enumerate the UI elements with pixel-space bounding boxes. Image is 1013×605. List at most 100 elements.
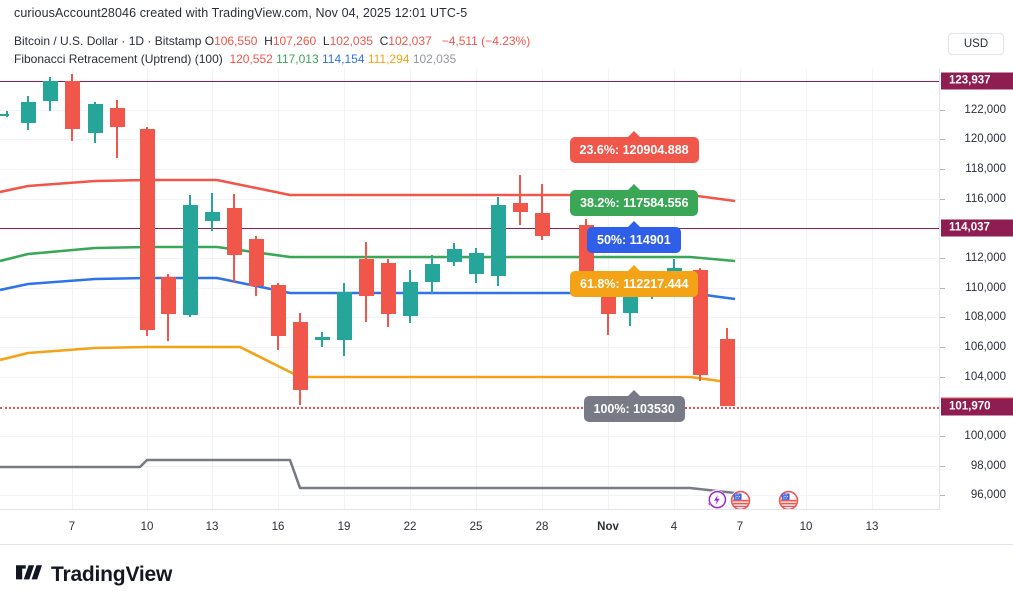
time-axis-tick: 10 (140, 521, 154, 533)
price-axis-tick: 100,000 (964, 429, 1006, 442)
fib-382-text: 38.2%: 117584.556 (580, 196, 689, 210)
legend-symbol-label[interactable]: Bitcoin / U.S. Dollar · 1D · Bitstamp (14, 34, 202, 48)
price-axis[interactable]: 96,000 98,000 100,000 104,000 106,000 108,000… (939, 68, 1013, 510)
price-axis-tick-mark (940, 168, 945, 170)
time-axis-tick: 22 (403, 521, 417, 533)
candle-wick (519, 174, 521, 226)
time-axis-tick: 7 (736, 521, 744, 533)
sparkle-lightning-icon (707, 490, 727, 509)
chart-plot-area[interactable]: 23.6%: 120904.888 38.2%: 117584.556 50%: 1… (0, 68, 939, 510)
price-axis-tick-mark (940, 257, 945, 259)
legend-low-label: L (322, 34, 330, 48)
fib-100-label[interactable]: 100%: 103530 (583, 390, 685, 422)
fib-382-label[interactable]: 38.2%: 117584.556 (570, 184, 699, 216)
fib-50-label[interactable]: 50%: 114901 (587, 221, 681, 253)
legend-symbol-row: Bitcoin / U.S. Dollar · 1D · Bitstamp O1… (14, 33, 530, 49)
price-axis-tick-mark (940, 376, 945, 378)
gridline-vertical (542, 68, 543, 509)
legend-high-label: H (264, 34, 273, 48)
legend-indicator-name[interactable]: Fibonacci Retracement (Uptrend) (100) (14, 52, 223, 66)
candle-body-down (226, 208, 242, 255)
price-axis-tick-mark (940, 139, 945, 141)
candle-body-down (160, 277, 176, 315)
legend-close-value: 102,037 (388, 34, 432, 48)
time-axis-tick: 25 (469, 521, 483, 533)
candle-body-up (314, 336, 330, 341)
time-axis-tick: 13 (865, 521, 879, 533)
price-axis-pill-123937[interactable]: 123,937 (941, 72, 1013, 90)
legend-low-value: 102,035 (329, 34, 373, 48)
price-level-line-114037 (0, 227, 939, 229)
price-axis-tick: 96,000 (970, 489, 1006, 502)
price-axis-tick: 118,000 (965, 162, 1006, 175)
price-axis-tick: 98,000 (970, 459, 1006, 472)
gridline-horizontal (0, 139, 939, 141)
tradingview-wordmark: TradingView (51, 563, 173, 586)
candle-body-down (292, 321, 308, 390)
price-axis-tick: 106,000 (964, 340, 1006, 353)
fib-line-100 (0, 458, 736, 495)
price-axis-tick-mark (940, 495, 945, 497)
time-axis-tick: 13 (205, 521, 219, 533)
gridline-vertical (72, 68, 73, 509)
gridline-horizontal (0, 168, 939, 170)
candle-body-up (0, 114, 9, 116)
fib-line-61-8 (0, 345, 736, 385)
price-axis-pill-114037[interactable]: 114,037 (941, 219, 1013, 237)
legend-indicator-value-2: 117,013 (276, 52, 319, 66)
gridline-horizontal (0, 495, 939, 497)
time-axis-tick: 16 (271, 521, 285, 533)
footer-bar: TradingView (0, 545, 1013, 605)
label-pointer-icon (627, 390, 642, 397)
marker-us-flag-2[interactable] (778, 490, 799, 509)
candle-body-up (87, 104, 103, 134)
candle-body-down (380, 263, 396, 315)
marker-sparkle-lightning[interactable] (706, 490, 727, 509)
gridline-vertical (740, 68, 741, 509)
time-axis-tick: 10 (799, 521, 813, 533)
price-axis-tick: 120,000 (964, 133, 1006, 146)
label-pointer-icon (627, 265, 642, 272)
legend-indicator-value-4: 111,294 (367, 52, 410, 66)
time-axis-tick: 19 (337, 521, 351, 533)
candle-body-down (512, 203, 528, 212)
attribution-text: curiousAccount28046 created with Trading… (14, 6, 468, 20)
label-pointer-icon (626, 221, 641, 228)
price-axis-pill-101970[interactable]: 101,970 (941, 398, 1013, 416)
candle-wick (6, 111, 8, 117)
gridline-horizontal (0, 346, 939, 348)
price-axis-tick-mark (940, 287, 945, 289)
gridline-horizontal (0, 109, 939, 111)
price-axis-tick: 104,000 (964, 370, 1006, 383)
time-axis[interactable]: 7 10 13 16 19 22 25 28 Nov 4 7 10 13 (0, 510, 1013, 545)
currency-selector[interactable]: USD (948, 33, 1004, 55)
fib-618-label[interactable]: 61.8%: 112217.444 (570, 265, 699, 297)
price-axis-tick: 108,000 (964, 311, 1006, 324)
legend-indicator-value-3: 114,154 (322, 52, 365, 66)
marker-us-flag-1[interactable] (730, 490, 751, 509)
legend-close-label: C (379, 34, 389, 48)
gridline-vertical (212, 68, 213, 509)
price-level-line-123937 (0, 80, 939, 82)
candle-body-up (424, 263, 440, 283)
candle-body-down (248, 238, 264, 287)
price-axis-tick-mark (940, 317, 945, 319)
candle-body-up (42, 81, 58, 102)
legend-indicator-value-1: 120,552 (229, 52, 273, 66)
price-axis-tick-mark (940, 109, 945, 111)
price-axis-tick: 116,000 (965, 192, 1006, 205)
chart-legend: Bitcoin / U.S. Dollar · 1D · Bitstamp O1… (14, 33, 530, 67)
candle-body-down (270, 284, 286, 337)
gridline-horizontal (0, 317, 939, 319)
price-axis-tick-mark (940, 465, 945, 467)
fib-line-38-2 (0, 245, 736, 263)
time-axis-tick: 7 (68, 521, 76, 533)
candle-body-up (490, 204, 506, 276)
candle-body-down (109, 108, 125, 127)
price-axis-tick: 110,000 (965, 281, 1006, 294)
price-axis-tick-mark (940, 198, 945, 200)
legend-high-value: 107,260 (272, 34, 317, 48)
fib-236-label[interactable]: 23.6%: 120904.888 (569, 131, 699, 163)
candle-wick (541, 183, 543, 241)
